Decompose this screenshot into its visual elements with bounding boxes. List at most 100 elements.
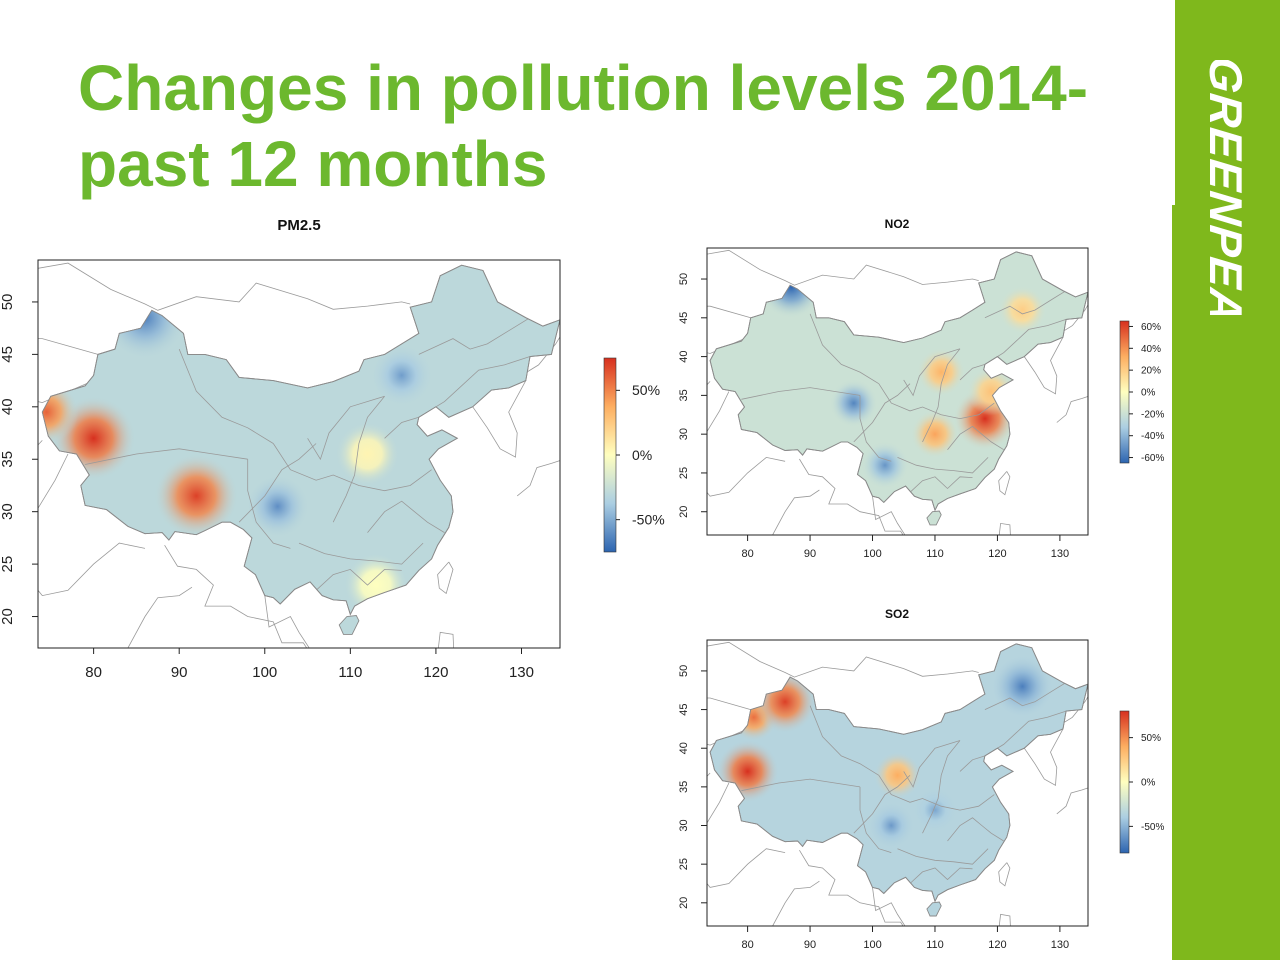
x-tick-label: 130 (509, 664, 534, 681)
x-tick-label: 90 (804, 939, 816, 951)
plot-frame-no2 (706, 247, 1089, 536)
country-border (516, 460, 560, 497)
province-line (903, 348, 961, 397)
legend-label: -40% (1141, 431, 1164, 442)
province-line (859, 395, 892, 462)
province-line (298, 542, 424, 565)
x-tick-label: 90 (804, 548, 816, 560)
y-tick-label: 40 (678, 350, 690, 362)
province-line (307, 395, 385, 461)
province-line (959, 710, 1067, 772)
country-border (998, 862, 1011, 887)
legend-label: 50% (632, 382, 660, 398)
country-border (998, 913, 1011, 926)
legend-colorbar-no2 (1119, 320, 1130, 464)
x-tick-label: 120 (423, 664, 448, 681)
legend-colorbar-so2 (1119, 710, 1130, 854)
province-line (947, 817, 1004, 842)
province-line (897, 848, 989, 865)
province-line (741, 387, 861, 400)
country-border (472, 380, 527, 458)
country-border (38, 542, 146, 597)
y-tick-label: 25 (0, 556, 16, 573)
province-line (315, 568, 402, 591)
province-line (367, 500, 445, 533)
hotspot-north-xinjiang (753, 670, 817, 734)
hotspot-qinghai-spot (873, 751, 922, 800)
country-border (872, 887, 906, 926)
hotspot-kashgar-edge (42, 380, 79, 445)
province-line (238, 443, 317, 523)
y-tick-label: 45 (678, 312, 690, 324)
hotspot-qinghai (829, 379, 878, 428)
country-border (707, 391, 730, 433)
province-line (922, 740, 961, 834)
y-tick-label: 35 (678, 389, 690, 401)
legend-label: 0% (1141, 388, 1156, 399)
country-border (707, 848, 786, 888)
legend-label: 60% (1141, 322, 1161, 333)
country-border (772, 489, 820, 535)
legend-label: 40% (1141, 344, 1161, 355)
y-tick-label: 30 (0, 503, 16, 520)
province-line (984, 682, 1067, 710)
country-border (872, 496, 906, 535)
province-line (878, 383, 995, 420)
hotspot-tibet-east (154, 453, 239, 538)
legend-label: -50% (632, 512, 665, 528)
x-tick-label: 120 (988, 548, 1006, 560)
y-tick-label: 35 (678, 781, 690, 793)
china-outline (41, 264, 560, 616)
hotspot-heilongjiang (990, 654, 1054, 718)
plot-frame-pm25 (37, 259, 561, 649)
province-line (741, 778, 861, 792)
x-tick-label: 80 (741, 939, 753, 951)
country-border (437, 561, 454, 595)
country-border (164, 544, 308, 648)
hotspot-southwest-xinjiang (716, 739, 780, 803)
country-border (799, 458, 904, 535)
y-tick-label: 50 (678, 665, 690, 677)
china-outline (709, 251, 1088, 512)
y-tick-label: 35 (0, 451, 16, 468)
province-line (384, 356, 531, 439)
map-panel-so2: SO2 80 90 100 110 120 130 20 25 30 35 40 45 50 50% 0% -5… (678, 607, 1164, 951)
province-line (947, 425, 1004, 451)
province-line (178, 348, 274, 444)
country-border (707, 782, 730, 824)
country-border (521, 336, 560, 376)
hotspot-shanxi (917, 348, 966, 397)
hotspot-sichuan (245, 474, 310, 539)
x-tick-label: 110 (926, 548, 944, 560)
country-border (1059, 695, 1088, 726)
hotspot-heilongjiang-east (998, 286, 1047, 335)
hotspot-henan (335, 422, 400, 486)
country-border (38, 338, 99, 355)
province-line (332, 396, 385, 523)
province-line (859, 786, 892, 853)
y-tick-label: 30 (678, 428, 690, 440)
province-line (85, 448, 248, 465)
country-border (707, 641, 979, 678)
legend-label: 0% (632, 447, 652, 463)
y-tick-label: 40 (0, 398, 16, 415)
province-line (909, 476, 973, 493)
province-line (809, 705, 880, 776)
province-line (809, 313, 880, 385)
province-line (878, 775, 995, 811)
map-title-pm25: PM2.5 (277, 217, 320, 234)
legend-label: 0% (1141, 778, 1156, 789)
hainan-fill (338, 615, 360, 635)
slide-title: Changes in pollution levels 2014-past 12… (78, 52, 1089, 200)
hotspot-central (910, 786, 959, 835)
legend-label: 50% (1141, 733, 1161, 744)
province-line (922, 348, 961, 443)
brand-sidebar: GREENPEACE (1172, 0, 1280, 960)
province-line (247, 459, 291, 549)
country-border (1059, 304, 1088, 334)
x-tick-label: 110 (926, 939, 944, 951)
hotspot-hubei (910, 410, 959, 459)
country-border (707, 305, 751, 319)
country-border (1056, 787, 1088, 815)
